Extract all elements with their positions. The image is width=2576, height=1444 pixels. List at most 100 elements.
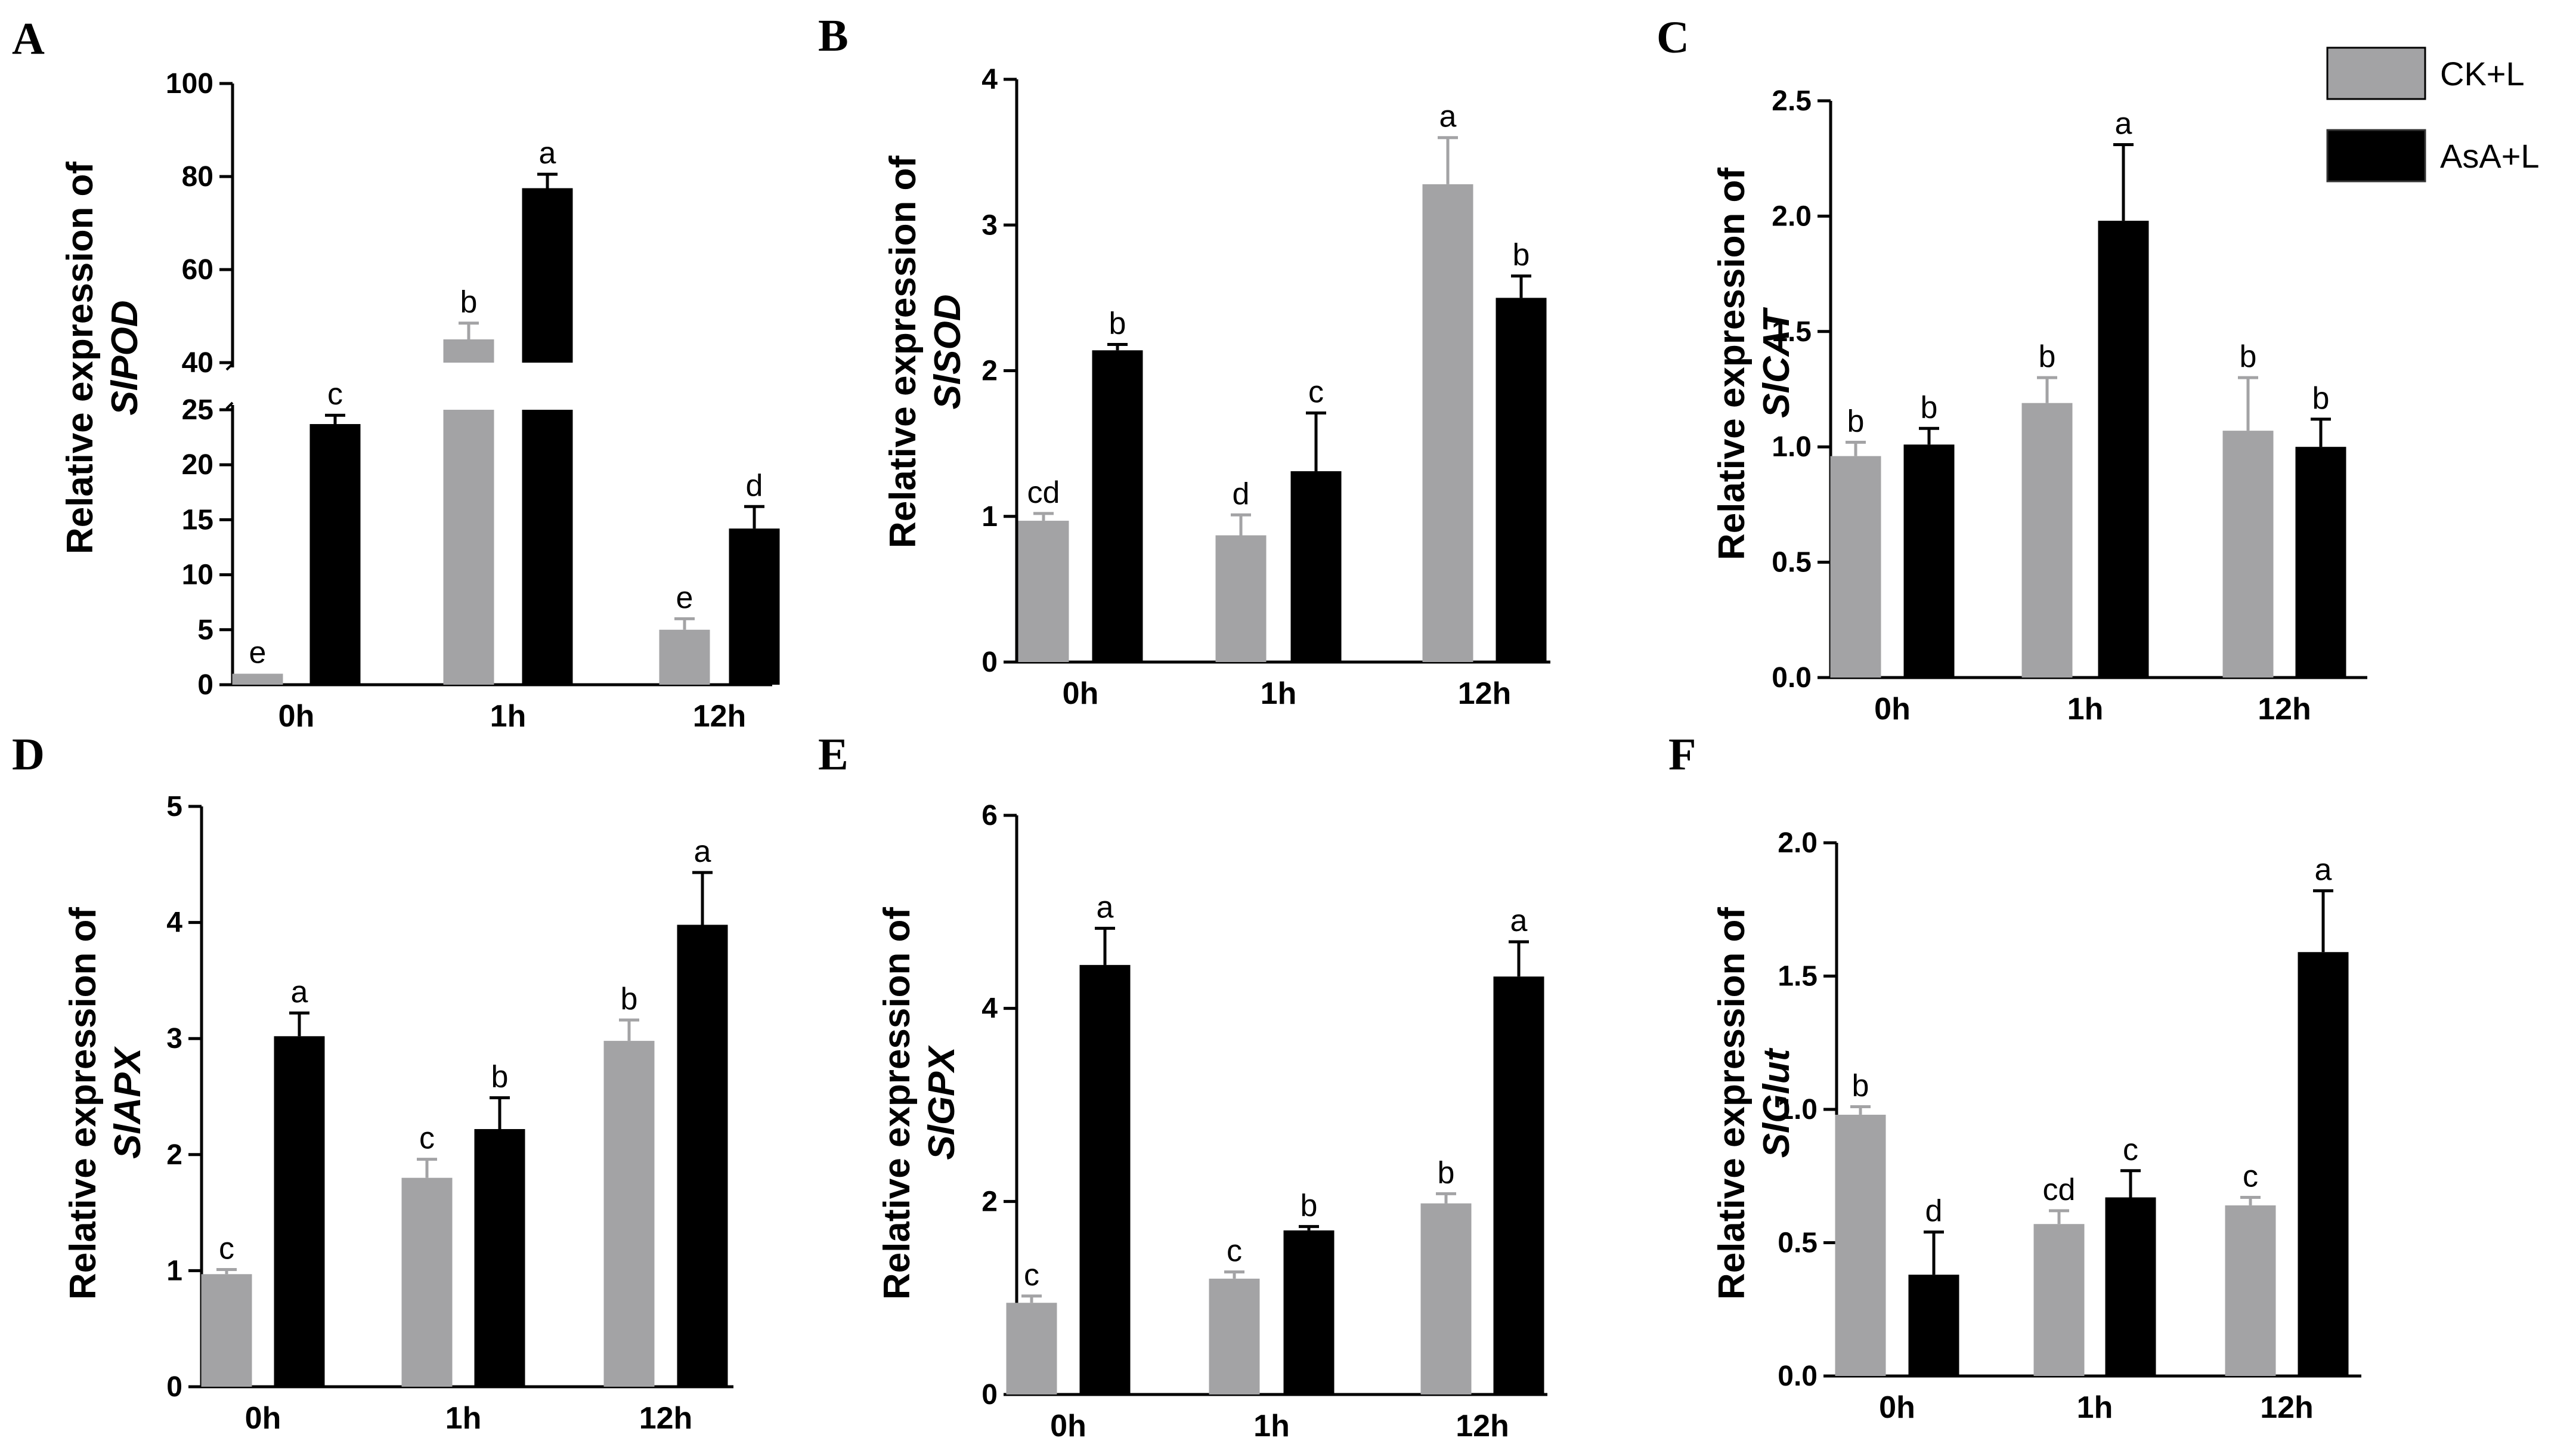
bar-asal-12h — [1493, 976, 1544, 1394]
axis-break-mark-lower — [225, 401, 234, 410]
bar-ckl-12h — [603, 1041, 655, 1387]
bar-asal-12h — [2295, 447, 2346, 678]
x-tick-label: 0h — [1050, 1409, 1086, 1443]
y-tick-label: 3 — [982, 209, 998, 241]
significance-letter: c — [327, 377, 343, 412]
significance-letter: b — [621, 982, 638, 1016]
y-axis-title-line1: Relative expression of — [883, 156, 924, 548]
bar-asal-1h — [1283, 1230, 1335, 1394]
y-tick-label: 1.5 — [1778, 961, 1818, 992]
y-tick-label: 2 — [982, 355, 998, 387]
significance-letter: a — [1097, 890, 1114, 924]
y-tick-label: 0 — [982, 647, 998, 678]
y-axis-title-line1: Relative expression of — [63, 907, 104, 1300]
significance-letter: cd — [2043, 1173, 2076, 1207]
bar-ckl-1h — [2021, 403, 2073, 678]
significance-letter: a — [291, 975, 308, 1009]
legend-label-ck: CK+L — [2440, 55, 2525, 92]
legend-label-asa: AsA+L — [2440, 137, 2540, 175]
y-tick-label: 20 — [182, 449, 213, 481]
y-axis-title: Relative expression of SlPOD — [60, 162, 145, 554]
bar-ckl-0h — [232, 673, 283, 685]
bar-ckl-12h — [659, 629, 710, 685]
panel-letter: D — [12, 729, 45, 780]
bar-asal-12h — [1496, 298, 1547, 662]
bar-asal-12h — [729, 528, 780, 685]
panel-f: F Relative expression of SlGlut 0.0 0.5 1.0 1.… — [1668, 729, 2361, 1425]
y-tick-label: 0.0 — [1772, 662, 1812, 694]
y-axis-title-gene: SlGlut — [1756, 1047, 1797, 1158]
x-tick-label: 1h — [490, 699, 527, 734]
panel-a: A Relative expression of SlPOD 0 5 10 15 20 25 40… — [12, 14, 780, 734]
significance-letter: d — [1233, 477, 1250, 511]
x-tick-label: 0h — [278, 699, 315, 734]
y-tick-label: 1.5 — [1772, 316, 1812, 348]
bar-asal-0h — [1079, 964, 1131, 1394]
y-axis-title: Relative expression of SlGPX — [877, 907, 962, 1300]
x-tick-label: 1h — [2077, 1390, 2113, 1425]
x-tick-label: 0h — [245, 1401, 281, 1436]
x-tick-label: 12h — [2260, 1390, 2314, 1425]
significance-letter: c — [1227, 1233, 1242, 1268]
y-axis-title-gene: SlPOD — [104, 301, 145, 416]
bar-asal-12h — [2298, 952, 2349, 1376]
bar-asal-0h — [309, 423, 361, 685]
significance-letter: b — [1921, 390, 1938, 425]
y-axis-title-gene: SlAPX — [107, 1046, 148, 1159]
panel-letter: E — [818, 729, 849, 780]
y-tick-label: 10 — [182, 559, 213, 591]
bar-ckl-1h — [1215, 535, 1267, 662]
bar-asal-0h — [1903, 444, 1955, 678]
panel-letter: A — [12, 14, 45, 64]
bar-asal-1h — [2098, 221, 2149, 678]
bar-ckl-0h — [1006, 1303, 1057, 1394]
significance-letter: b — [1513, 238, 1530, 273]
y-tick-label: 0 — [197, 669, 213, 701]
x-tick-label: 1h — [1253, 1409, 1290, 1443]
y-axis-title-line1: Relative expression of — [1711, 907, 1753, 1300]
y-tick-label: 4 — [982, 993, 998, 1025]
y-tick-label: 1 — [166, 1255, 182, 1287]
y-tick-label: 1.0 — [1778, 1094, 1818, 1125]
y-tick-label: 4 — [982, 64, 998, 95]
significance-letter: d — [1925, 1194, 1943, 1229]
bar-asal-0h — [274, 1036, 325, 1387]
significance-letter: b — [491, 1059, 509, 1094]
x-tick-label: 1h — [445, 1401, 482, 1436]
significance-letter: e — [676, 580, 693, 615]
bar-ckl-12h — [2222, 431, 2274, 678]
bar-ckl-0h — [1018, 521, 1069, 662]
y-axis-title-line1: Relative expression of — [877, 907, 918, 1300]
panel-e: E Relative expression of SlGPX 0 2 4 6 c c b a b a 0h… — [818, 729, 1547, 1443]
bar-ckl-0h — [1830, 456, 1881, 678]
y-axis-title-gene: SlCAT — [1756, 307, 1797, 418]
x-tick-label: 0h — [1063, 676, 1099, 711]
axis-break-mark-upper — [225, 363, 234, 371]
bar-ckl-12h — [2225, 1205, 2276, 1376]
bar-ckl-1h — [401, 1177, 453, 1387]
significance-letter: c — [419, 1121, 435, 1156]
bar-asal-1h — [2105, 1197, 2156, 1376]
significance-letter: a — [694, 834, 711, 869]
y-tick-label: 60 — [182, 254, 213, 286]
y-tick-label: 100 — [166, 68, 213, 100]
bar-ckl-1h-lower — [443, 410, 494, 685]
bar-ckl-1h — [1209, 1278, 1260, 1394]
y-axis-title-gene: SlGPX — [921, 1045, 962, 1160]
bar-ckl-1h-upper — [443, 339, 494, 363]
x-tick-label: 12h — [1456, 1409, 1509, 1443]
y-tick-label: 2.0 — [1772, 200, 1812, 232]
y-tick-label: 4 — [166, 907, 182, 939]
y-axis-title: Relative expression of SlCAT — [1711, 168, 1797, 560]
y-axis-title-line1: Relative expression of — [60, 162, 101, 554]
y-axis-title: Relative expression of SlGlut — [1711, 907, 1797, 1300]
y-tick-label: 1 — [982, 501, 998, 533]
bar-ckl-12h — [1422, 184, 1473, 662]
significance-letter: a — [2115, 106, 2132, 141]
significance-letter: b — [2240, 339, 2257, 374]
y-axis-title: Relative expression of SlAPX — [63, 907, 148, 1300]
significance-letter: c — [1024, 1258, 1039, 1293]
bar-asal-12h — [677, 924, 728, 1387]
significance-letter: a — [1510, 904, 1528, 938]
